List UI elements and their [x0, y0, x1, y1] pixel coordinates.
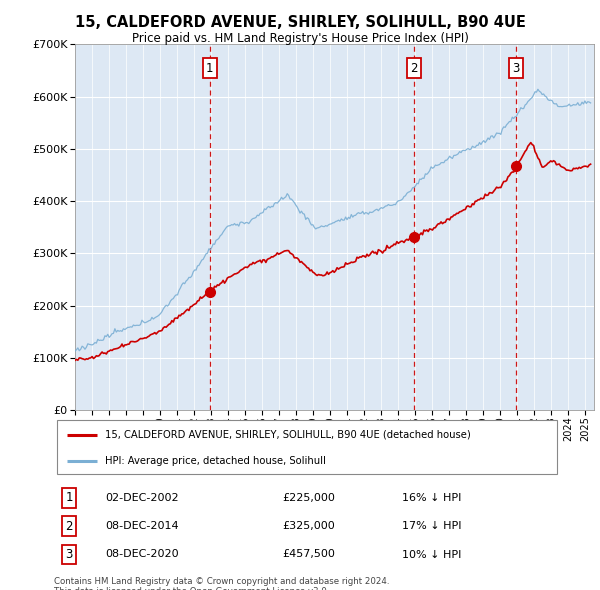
Text: 02-DEC-2002: 02-DEC-2002: [105, 493, 179, 503]
Text: 3: 3: [512, 61, 520, 74]
Text: 15, CALDEFORD AVENUE, SHIRLEY, SOLIHULL, B90 4UE (detached house): 15, CALDEFORD AVENUE, SHIRLEY, SOLIHULL,…: [105, 430, 470, 440]
Text: Contains HM Land Registry data © Crown copyright and database right 2024.
This d: Contains HM Land Registry data © Crown c…: [54, 577, 389, 590]
Text: 1: 1: [65, 491, 73, 504]
Text: HPI: Average price, detached house, Solihull: HPI: Average price, detached house, Soli…: [105, 456, 326, 466]
Text: 3: 3: [65, 548, 73, 561]
Text: 08-DEC-2014: 08-DEC-2014: [105, 521, 179, 531]
FancyBboxPatch shape: [56, 420, 557, 474]
Text: £225,000: £225,000: [282, 493, 335, 503]
Text: 15, CALDEFORD AVENUE, SHIRLEY, SOLIHULL, B90 4UE: 15, CALDEFORD AVENUE, SHIRLEY, SOLIHULL,…: [74, 15, 526, 30]
Text: 2: 2: [65, 520, 73, 533]
Text: 10% ↓ HPI: 10% ↓ HPI: [402, 549, 461, 559]
Text: Price paid vs. HM Land Registry's House Price Index (HPI): Price paid vs. HM Land Registry's House …: [131, 32, 469, 45]
Text: 16% ↓ HPI: 16% ↓ HPI: [402, 493, 461, 503]
Text: £325,000: £325,000: [282, 521, 335, 531]
Text: 17% ↓ HPI: 17% ↓ HPI: [402, 521, 461, 531]
Text: 08-DEC-2020: 08-DEC-2020: [105, 549, 179, 559]
Text: £457,500: £457,500: [282, 549, 335, 559]
Text: 1: 1: [206, 61, 214, 74]
Text: 2: 2: [410, 61, 418, 74]
